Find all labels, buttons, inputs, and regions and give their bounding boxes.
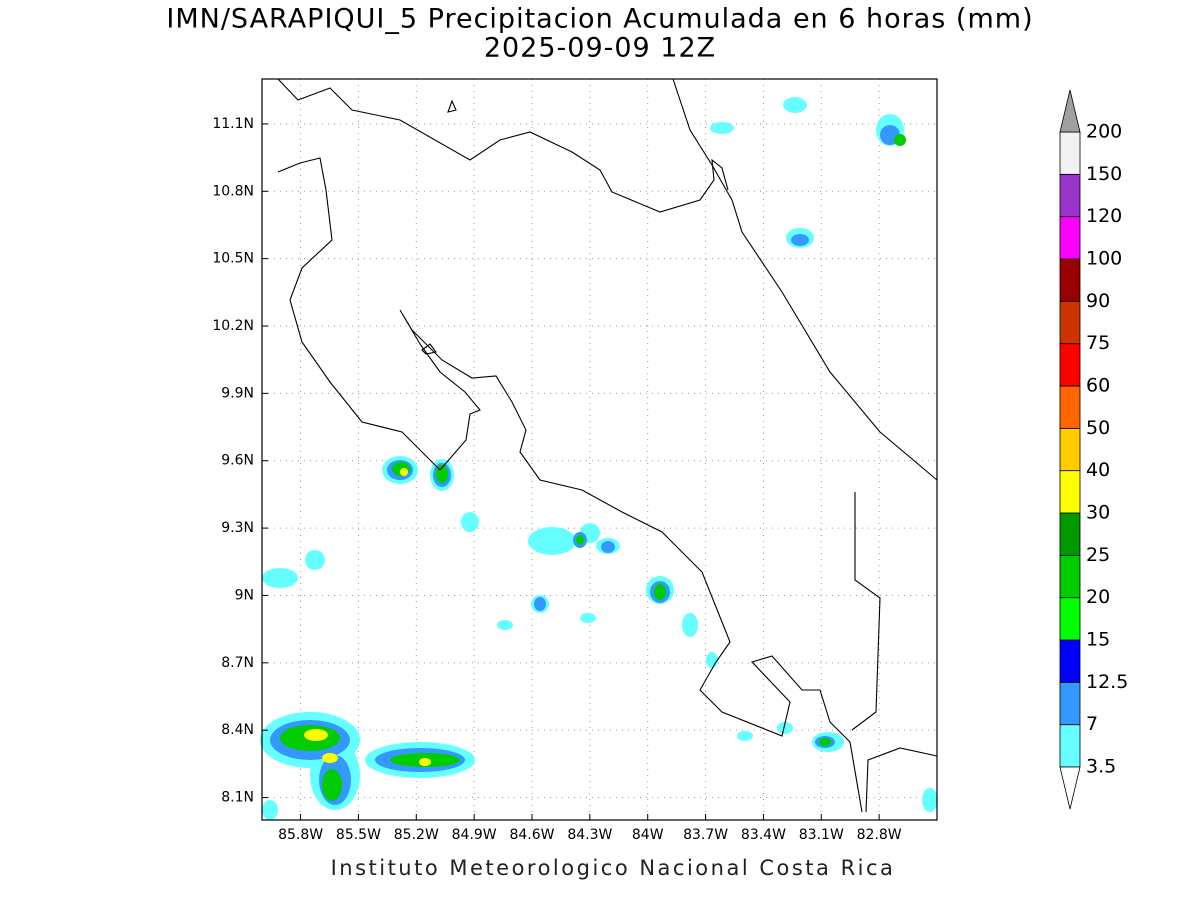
colorbar-segment <box>1059 639 1081 683</box>
colorbar-label: 200 <box>1086 121 1122 143</box>
y-tick-label: 9.9N <box>221 385 254 401</box>
colorbar-segment <box>1059 427 1081 472</box>
x-tick-label: 83.4W <box>741 827 786 843</box>
colorbar-label: 3.5 <box>1086 756 1116 778</box>
colorbar-segment <box>1059 512 1081 556</box>
colorbar-segment <box>1059 216 1081 260</box>
colorbar-over <box>1059 89 1081 133</box>
subtitle: 2025-09-09 12Z <box>484 33 716 64</box>
grid <box>262 79 937 820</box>
colorbar-segment <box>1059 300 1081 345</box>
x-tick-label: 84.6W <box>509 827 554 843</box>
colorbar-label: 25 <box>1086 544 1110 566</box>
colorbar-segment <box>1059 131 1081 175</box>
colorbar-label: 90 <box>1086 290 1110 312</box>
coastline <box>277 78 938 813</box>
title: IMN/SARAPIQUI_5 Precipitacion Acumulada … <box>166 4 1033 35</box>
colorbar-label: 40 <box>1086 459 1110 481</box>
colorbar-label: 15 <box>1086 629 1110 651</box>
y-tick-label: 8.7N <box>221 655 254 671</box>
colorbar-segment <box>1059 173 1081 218</box>
colorbar-label: 75 <box>1086 332 1110 354</box>
colorbar-segment <box>1059 343 1081 387</box>
colorbar-label: 120 <box>1086 205 1122 227</box>
colorbar-segment <box>1059 385 1081 429</box>
colorbar-segment <box>1059 470 1081 514</box>
colorbar-under <box>1059 766 1081 810</box>
y-tick-label: 11.1N <box>212 116 254 132</box>
axis-ticks: 85.8W 85.5W 85.2W 84.9W 84.6W 84.3W 84W 83.7W 83… <box>212 116 901 843</box>
colorbar-label: 150 <box>1086 163 1122 185</box>
footer: Instituto Meteorologico Nacional Costa R… <box>331 856 896 880</box>
x-tick-label: 85.2W <box>394 827 439 843</box>
y-tick-label: 8.1N <box>221 790 254 806</box>
colorbar-segment <box>1059 258 1081 302</box>
y-tick-label: 9.3N <box>221 520 254 536</box>
x-tick-label: 84W <box>632 827 664 843</box>
colorbar: 3.5 7 12.5 15 20 25 30 40 50 60 75 90 100 120 150 200 <box>1059 89 1128 810</box>
precipitation-field <box>260 97 938 820</box>
colorbar-segment <box>1059 597 1081 641</box>
x-tick-label: 83.1W <box>799 827 844 843</box>
colorbar-label: 60 <box>1086 375 1110 397</box>
y-tick-label: 10.8N <box>212 183 254 199</box>
x-tick-label: 85.5W <box>336 827 381 843</box>
colorbar-label: 7 <box>1086 713 1098 735</box>
y-tick-label: 10.2N <box>212 318 254 334</box>
x-tick-label: 84.9W <box>452 827 497 843</box>
colorbar-segment <box>1059 724 1081 768</box>
colorbar-segment <box>1059 681 1081 726</box>
colorbar-label: 100 <box>1086 248 1122 270</box>
y-tick-label: 9N <box>235 587 254 603</box>
y-tick-label: 9.6N <box>221 453 254 469</box>
y-tick-label: 8.4N <box>221 722 254 738</box>
colorbar-label: 30 <box>1086 502 1110 524</box>
x-tick-label: 84.3W <box>567 827 612 843</box>
colorbar-label: 20 <box>1086 586 1110 608</box>
x-tick-label: 85.8W <box>278 827 323 843</box>
x-tick-label: 82.8W <box>857 827 902 843</box>
y-tick-label: 10.5N <box>212 251 254 267</box>
colorbar-label: 12.5 <box>1086 671 1128 693</box>
colorbar-label: 50 <box>1086 417 1110 439</box>
colorbar-segment <box>1059 554 1081 599</box>
map-frame <box>261 78 938 821</box>
x-tick-label: 83.7W <box>683 827 728 843</box>
